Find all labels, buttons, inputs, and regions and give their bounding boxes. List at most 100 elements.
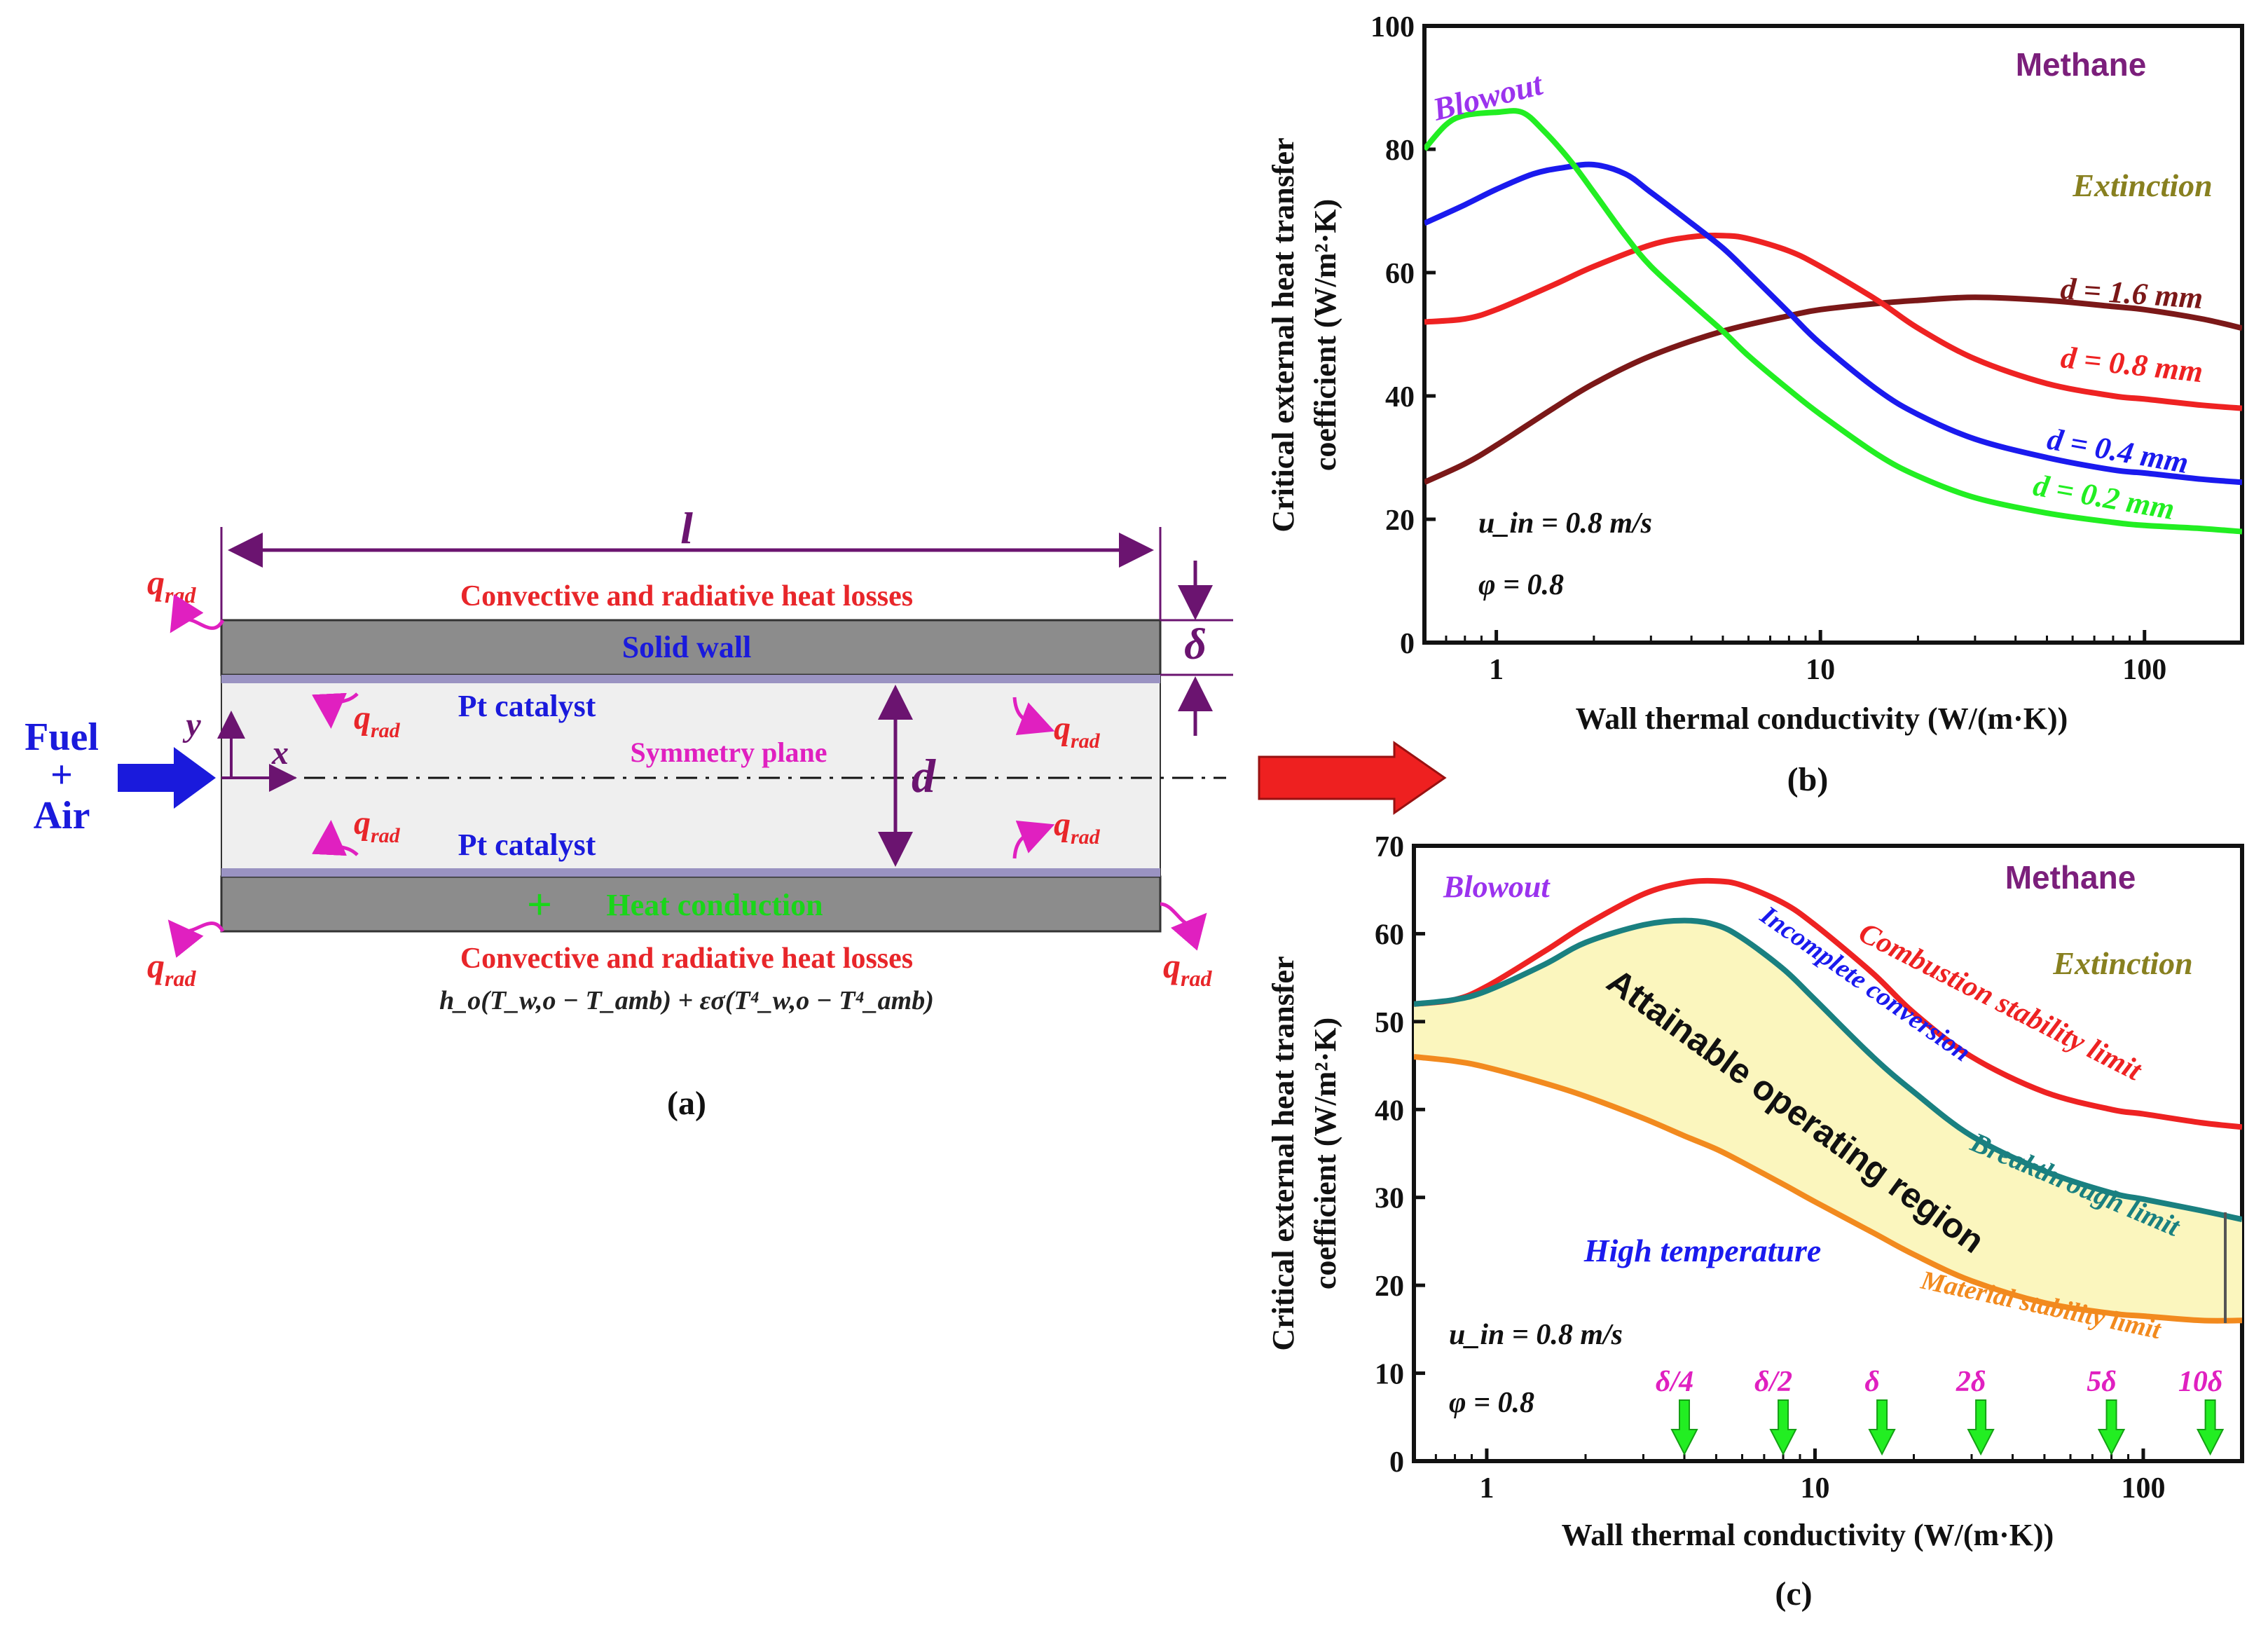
d-label: d (912, 749, 936, 802)
y-tick-label: 80 (1385, 135, 1415, 167)
qrad-inner-top-left: qrad (312, 692, 401, 742)
svg-text:qrad: qrad (1163, 946, 1212, 991)
x-tick-label: 1 (1479, 1472, 1494, 1505)
thickness-label: δ (1864, 1366, 1880, 1398)
x-tick-label: 1 (1489, 654, 1504, 686)
c-fuel-label: Methane (2005, 859, 2136, 896)
qrad-outer-bottom-right: qrad (1160, 902, 1212, 991)
c-ylabel-1: Critical external heat transfer (1266, 956, 1300, 1350)
c-ylabel-2: coefficient (W/m²·K) (1308, 1018, 1342, 1289)
x-axis-c: 1 10 100 (1413, 1448, 2243, 1505)
series-line-0 (1414, 877, 2242, 1130)
pt-catalyst-bottom-label: Pt catalyst (458, 828, 596, 862)
thickness-arrow (1769, 1399, 1797, 1456)
qrad-outer-top-left: qrad (147, 563, 225, 633)
qrad-inner-top-right: qrad (1012, 697, 1101, 753)
thickness-arrow (1670, 1399, 1698, 1456)
y-tick-label: 10 (1375, 1359, 1404, 1391)
series-line-2 (1424, 161, 2242, 486)
heat-loss-bottom-label: Convective and radiative heat losses (460, 943, 913, 975)
thickness-arrow (2097, 1399, 2126, 1456)
panel-a-caption: (a) (667, 1085, 706, 1122)
thickness-markers: δ/4 δ/2 δ 2δ 5δ 10δ (1656, 1366, 2225, 1456)
svg-text:qrad: qrad (354, 804, 401, 847)
plot-frame-b (1422, 24, 2244, 645)
series-line-1 (1424, 233, 2242, 411)
solid-wall-label: Solid wall (622, 630, 752, 664)
x-axis-label: x (271, 734, 289, 772)
thickness-arrow (1868, 1399, 1896, 1456)
fuel-plus-label: + (50, 753, 73, 797)
thickness-label: δ/4 (1656, 1366, 1693, 1398)
series-c (1414, 877, 2242, 1324)
b-uin-label: u_in = 0.8 m/s (1478, 507, 1652, 540)
panel-a-schematic: l δ d Convective and radiative heat loss… (25, 503, 1233, 1122)
y-tick-label: 50 (1375, 1007, 1404, 1039)
svg-text:qrad: qrad (1054, 710, 1101, 753)
panel-transition-arrow (1258, 741, 1447, 815)
y-tick-label: 60 (1385, 258, 1415, 290)
svg-text:qrad: qrad (147, 946, 196, 991)
channel (221, 674, 1161, 877)
x-tick-label: 100 (2121, 1472, 2165, 1505)
thickness-label: δ/2 (1754, 1366, 1792, 1398)
b-extinction-label: Extinction (2072, 167, 2212, 203)
y-tick-label: 30 (1375, 1183, 1404, 1215)
qrad-inner-bottom-right: qrad (1012, 806, 1101, 859)
thickness-label: 2δ (1956, 1366, 1986, 1398)
delta-label: δ (1184, 621, 1207, 669)
attainable-region-fill (1414, 920, 2242, 1321)
thickness-label: 10δ (2178, 1366, 2223, 1398)
b-phi-label: φ = 0.8 (1478, 569, 1564, 601)
b-fuel-label: Methane (2016, 46, 2147, 83)
y-tick-label: 0 (1400, 628, 1415, 660)
inlet-arrow (118, 747, 216, 809)
svg-text:qrad: qrad (147, 563, 196, 608)
y-tick-label: 0 (1389, 1446, 1404, 1479)
y-axis-label: y (182, 706, 201, 744)
thickness-arrow (1967, 1399, 1995, 1456)
c-uin-label: u_in = 0.8 m/s (1449, 1319, 1623, 1351)
heat-loss-top-label: Convective and radiative heat losses (460, 580, 913, 612)
y-tick-label: 40 (1385, 381, 1415, 413)
c-extinction-label: Extinction (2052, 945, 2192, 981)
c-high-temp-label: High temperature (1583, 1233, 1822, 1268)
heat-conduction-symbol: + (527, 879, 552, 929)
b-caption: (b) (1787, 761, 1829, 798)
catalyst-layer-top (221, 675, 1160, 683)
b-ylabel-1: Critical external heat transfer (1266, 137, 1300, 532)
b-xlabel: Wall thermal conductivity (W/(m·K)) (1576, 701, 2068, 736)
heat-loss-formula: h_o(T_w,o − T_amb) + εσ(T⁴_w,o − T⁴_amb) (439, 986, 934, 1015)
series-line-3 (1424, 108, 2242, 535)
x-tick-label: 100 (2122, 654, 2166, 686)
c-phi-label: φ = 0.8 (1449, 1387, 1534, 1419)
air-label: Air (34, 794, 90, 837)
symmetry-plane-label: Symmetry plane (630, 737, 827, 768)
b-ylabel-2: coefficient (W/m²·K) (1308, 199, 1342, 471)
c-xlabel: Wall thermal conductivity (W/(m·K)) (1562, 1518, 2054, 1552)
catalyst-layer-bottom (221, 868, 1160, 877)
c-blowout-label: Blowout (1443, 870, 1551, 904)
thickness-label: 5δ (2087, 1366, 2117, 1398)
series-line-0 (1424, 294, 2242, 485)
panel-c-chart: 0 10 20 30 40 50 60 70 1 10 100 δ/4 δ/2 δ 2δ 5δ 10δ Bl… (1266, 831, 2244, 1612)
qrad-outer-bottom-left: qrad (147, 919, 225, 991)
series-b (1424, 108, 2242, 535)
thickness-arrow (2196, 1399, 2225, 1456)
c-caption: (c) (1775, 1575, 1812, 1612)
y-tick-label: 20 (1385, 505, 1415, 537)
pt-catalyst-top-label: Pt catalyst (458, 689, 596, 723)
y-tick-label: 20 (1375, 1270, 1404, 1303)
series-line-2 (1414, 917, 2242, 1223)
heat-conduction-label: Heat conduction (606, 888, 823, 922)
x-tick-label: 10 (1800, 1472, 1829, 1505)
length-label: l (680, 503, 693, 553)
qrad-inner-bottom-left: qrad (312, 804, 401, 856)
svg-text:qrad: qrad (1054, 806, 1101, 849)
y-tick-label: 70 (1375, 831, 1404, 863)
y-axis-c: 0 10 20 30 40 50 60 70 (1375, 831, 1425, 1479)
series-line-3 (1414, 1054, 2242, 1324)
svg-text:qrad: qrad (354, 699, 401, 742)
